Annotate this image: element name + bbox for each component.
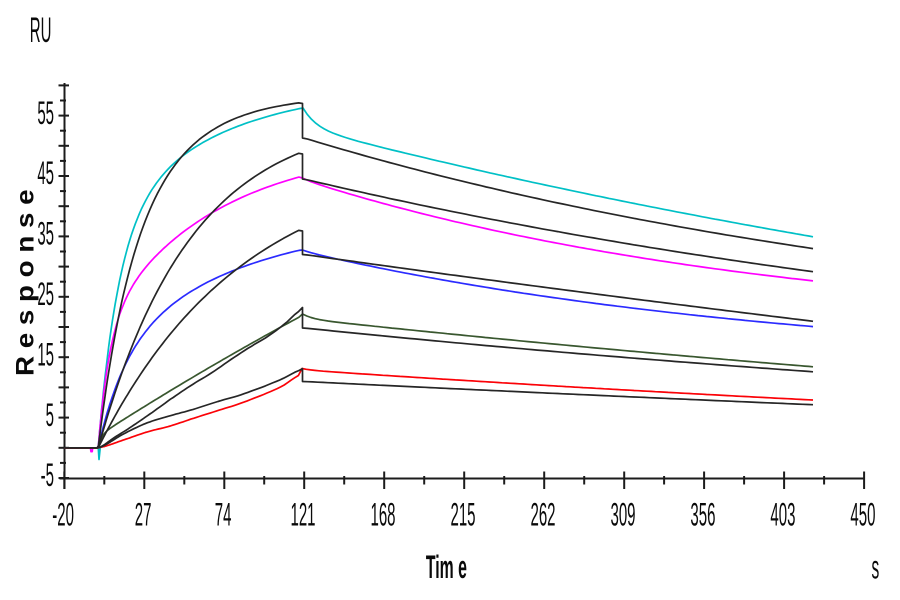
svg-text:-20: -20: [52, 497, 74, 533]
svg-text:262: 262: [530, 497, 555, 533]
svg-text:121: 121: [290, 497, 315, 533]
svg-text:27: 27: [135, 497, 152, 533]
svg-text:15: 15: [37, 337, 54, 373]
svg-text:s: s: [872, 547, 880, 586]
svg-text:215: 215: [450, 497, 475, 533]
svg-text:5: 5: [46, 398, 54, 434]
svg-text:74: 74: [215, 497, 232, 533]
svg-text:356: 356: [690, 497, 715, 533]
svg-text:55: 55: [37, 96, 54, 132]
svg-text:35: 35: [37, 216, 54, 252]
svg-text:R e s p o n s e: R e s p o n s e: [11, 189, 39, 376]
svg-text:Tim e: Tim e: [426, 550, 467, 586]
svg-text:25: 25: [37, 277, 54, 313]
svg-text:403: 403: [770, 497, 795, 533]
svg-text:-5: -5: [41, 458, 54, 494]
svg-text:45: 45: [37, 156, 54, 192]
svg-text:168: 168: [370, 497, 395, 533]
svg-text:309: 309: [610, 497, 635, 533]
svg-text:RU: RU: [30, 11, 52, 50]
svg-text:450: 450: [850, 497, 875, 533]
